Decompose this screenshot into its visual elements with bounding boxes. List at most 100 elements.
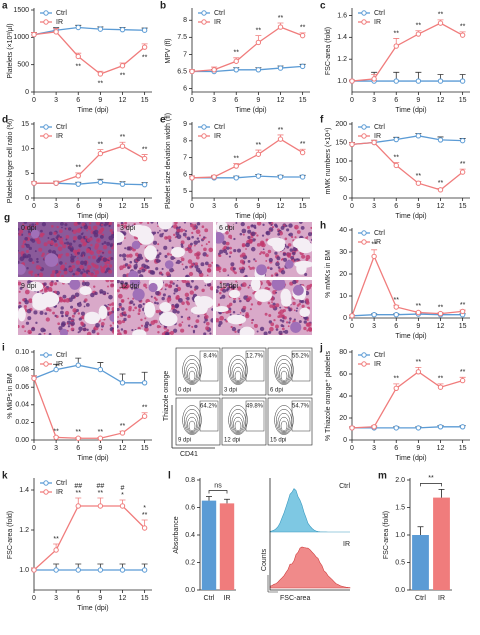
error-bar bbox=[224, 498, 230, 504]
data-point bbox=[277, 24, 284, 30]
cell bbox=[277, 232, 281, 236]
x-tick-label: 6 bbox=[394, 323, 398, 330]
cell bbox=[80, 311, 85, 316]
significance: ** bbox=[142, 54, 148, 61]
cell bbox=[76, 228, 81, 233]
cell bbox=[280, 226, 285, 230]
cell bbox=[54, 242, 59, 248]
cell bbox=[225, 231, 229, 235]
micrograph bbox=[18, 280, 114, 335]
cell bbox=[133, 222, 136, 226]
cell bbox=[289, 319, 292, 322]
data-point bbox=[349, 78, 355, 84]
cell bbox=[203, 321, 206, 324]
y-tick-label: 1.2 bbox=[337, 56, 347, 63]
megakaryocyte bbox=[216, 232, 225, 244]
contour bbox=[228, 405, 248, 435]
cell bbox=[196, 237, 200, 240]
cell bbox=[108, 264, 113, 268]
cell bbox=[80, 271, 84, 275]
y-tick-label: 200 bbox=[335, 121, 347, 128]
x-tick-label: 9 bbox=[98, 97, 102, 104]
cell bbox=[26, 266, 29, 270]
y-tick-label: 1000 bbox=[13, 34, 29, 41]
cell bbox=[43, 242, 48, 247]
cell bbox=[221, 294, 226, 299]
cell bbox=[54, 282, 58, 286]
data-point bbox=[393, 162, 399, 169]
data-point bbox=[437, 78, 444, 84]
significance: ** bbox=[120, 134, 126, 141]
cell bbox=[305, 298, 309, 302]
cell bbox=[153, 296, 157, 300]
cell bbox=[27, 316, 32, 321]
cell bbox=[175, 296, 179, 300]
cell bbox=[169, 330, 175, 335]
cell bbox=[43, 282, 47, 286]
cell bbox=[78, 244, 82, 248]
legend-marker bbox=[361, 10, 367, 16]
y-tick-label: 5 bbox=[183, 188, 187, 195]
cell bbox=[226, 246, 230, 250]
histogram-arrows bbox=[267, 575, 278, 593]
cell bbox=[21, 325, 25, 329]
data-point bbox=[141, 567, 148, 573]
data-point bbox=[53, 366, 59, 373]
cell bbox=[204, 314, 209, 320]
x-tick-label: 0 bbox=[32, 445, 36, 452]
y-tick-label: 0.0 bbox=[185, 587, 195, 594]
cell bbox=[180, 261, 182, 263]
cell bbox=[189, 285, 193, 289]
x-tick-label: 12 bbox=[437, 445, 445, 452]
cell bbox=[233, 249, 237, 253]
significance: ** bbox=[98, 141, 104, 148]
significance: ** bbox=[438, 376, 444, 383]
cell bbox=[111, 329, 114, 334]
cell bbox=[73, 222, 79, 227]
y-tick-label: 0.2 bbox=[185, 559, 195, 566]
legend-marker bbox=[43, 133, 49, 139]
cell bbox=[163, 245, 168, 250]
cell bbox=[117, 293, 123, 299]
y-tick-label: 7 bbox=[183, 51, 187, 58]
x-tick-label: 9 bbox=[416, 97, 420, 104]
significance: ** bbox=[98, 429, 104, 436]
cell bbox=[267, 249, 272, 254]
cell bbox=[19, 286, 23, 290]
legend-marker bbox=[43, 489, 49, 495]
legend-label: Ctrl bbox=[56, 124, 67, 131]
cell bbox=[45, 317, 50, 322]
cell bbox=[250, 231, 256, 237]
cell bbox=[71, 274, 74, 277]
cell bbox=[138, 274, 144, 277]
cell bbox=[97, 230, 102, 235]
data-point bbox=[299, 32, 306, 39]
micrograph bbox=[216, 222, 312, 277]
legend-marker bbox=[361, 230, 367, 236]
x-axis-label: Time (dpi) bbox=[77, 605, 108, 612]
panel-letter: d bbox=[2, 115, 8, 126]
series-line bbox=[351, 370, 463, 429]
y-tick-label: 1.0 bbox=[19, 567, 29, 574]
cell bbox=[306, 318, 309, 321]
cell bbox=[150, 222, 154, 224]
data-point bbox=[119, 567, 126, 573]
cell bbox=[242, 233, 245, 236]
data-point bbox=[299, 149, 306, 156]
cell bbox=[270, 322, 275, 327]
x-tick-label: 9 bbox=[98, 445, 102, 452]
cell bbox=[29, 331, 32, 334]
cell bbox=[99, 234, 104, 239]
cell bbox=[275, 273, 279, 277]
fat-vacuole bbox=[203, 280, 212, 284]
cell bbox=[180, 328, 185, 333]
cell bbox=[165, 271, 171, 277]
axes bbox=[33, 8, 152, 93]
legend-label: Ctrl bbox=[374, 230, 385, 237]
series-line bbox=[192, 65, 303, 73]
gate bbox=[245, 400, 265, 432]
x-tick-label: 12 bbox=[119, 97, 127, 104]
cell bbox=[95, 222, 101, 226]
cell bbox=[185, 300, 189, 304]
x-axis-label: Time (dpi) bbox=[235, 107, 266, 114]
